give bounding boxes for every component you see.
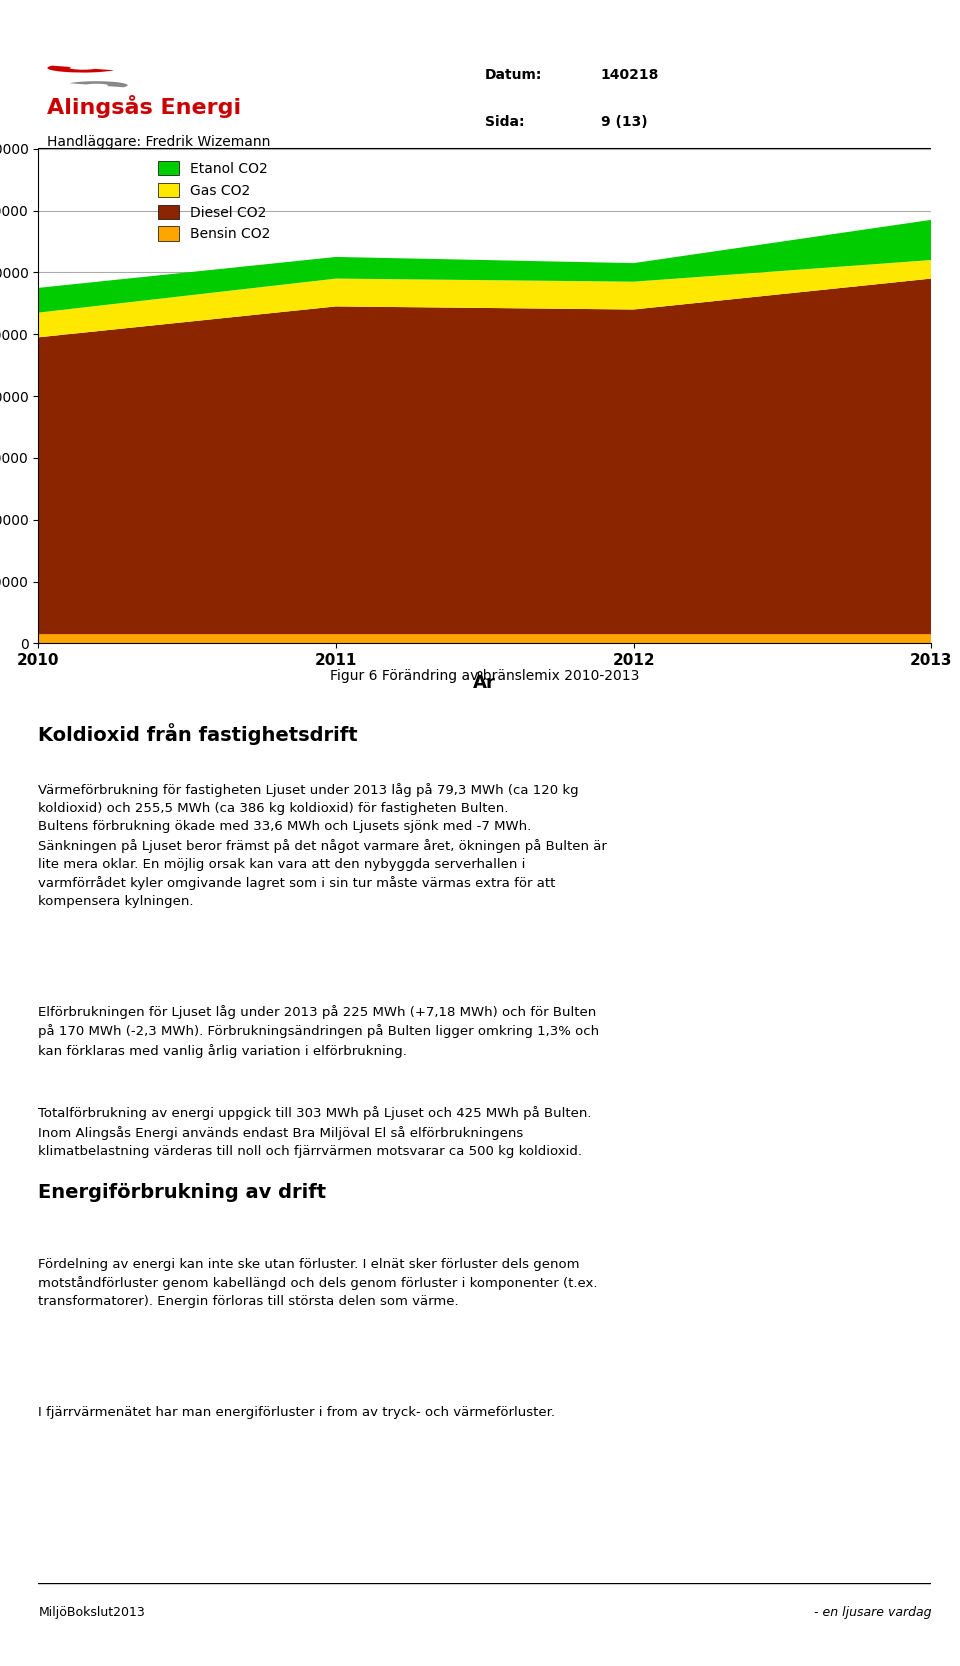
- Text: Energiförbrukning av drift: Energiförbrukning av drift: [38, 1183, 326, 1203]
- Text: I fjärrvärmenätet har man energiförluster i from av tryck- och värmeförluster.: I fjärrvärmenätet har man energiförluste…: [38, 1406, 556, 1419]
- Text: Alingsås Energi: Alingsås Energi: [47, 95, 242, 118]
- Text: Elförbrukningen för Ljuset låg under 2013 på 225 MWh (+7,18 MWh) och för Bulten
: Elförbrukningen för Ljuset låg under 201…: [38, 1005, 600, 1058]
- Legend: Etanol CO2, Gas CO2, Diesel CO2, Bensin CO2: Etanol CO2, Gas CO2, Diesel CO2, Bensin …: [153, 155, 276, 247]
- Text: 9 (13): 9 (13): [601, 115, 647, 128]
- X-axis label: År: År: [473, 673, 496, 691]
- Text: Sida:: Sida:: [485, 115, 524, 128]
- Text: Värmeförbrukning för fastigheten Ljuset under 2013 låg på 79,3 MWh (ca 120 kg
ko: Värmeförbrukning för fastigheten Ljuset …: [38, 783, 608, 908]
- Text: Datum:: Datum:: [485, 68, 542, 83]
- Text: Figur 6 Förändring av bränslemix 2010-2013: Figur 6 Förändring av bränslemix 2010-20…: [330, 670, 639, 683]
- Text: Totalförbrukning av energi uppgick till 303 MWh på Ljuset och 425 MWh på Bulten.: Totalförbrukning av energi uppgick till …: [38, 1106, 592, 1158]
- Wedge shape: [69, 82, 128, 87]
- Text: Fördelning av energi kan inte ske utan förluster. I elnät sker förluster dels ge: Fördelning av energi kan inte ske utan f…: [38, 1258, 598, 1308]
- Text: 140218: 140218: [601, 68, 660, 83]
- Wedge shape: [47, 65, 114, 73]
- Text: Koldioxid från fastighetsdrift: Koldioxid från fastighetsdrift: [38, 723, 358, 745]
- Text: MiljöBokslut2013: MiljöBokslut2013: [38, 1606, 145, 1619]
- Text: Handläggare: Fredrik Wizemann: Handläggare: Fredrik Wizemann: [47, 135, 271, 150]
- Text: - en ljusare vardag: - en ljusare vardag: [814, 1606, 931, 1619]
